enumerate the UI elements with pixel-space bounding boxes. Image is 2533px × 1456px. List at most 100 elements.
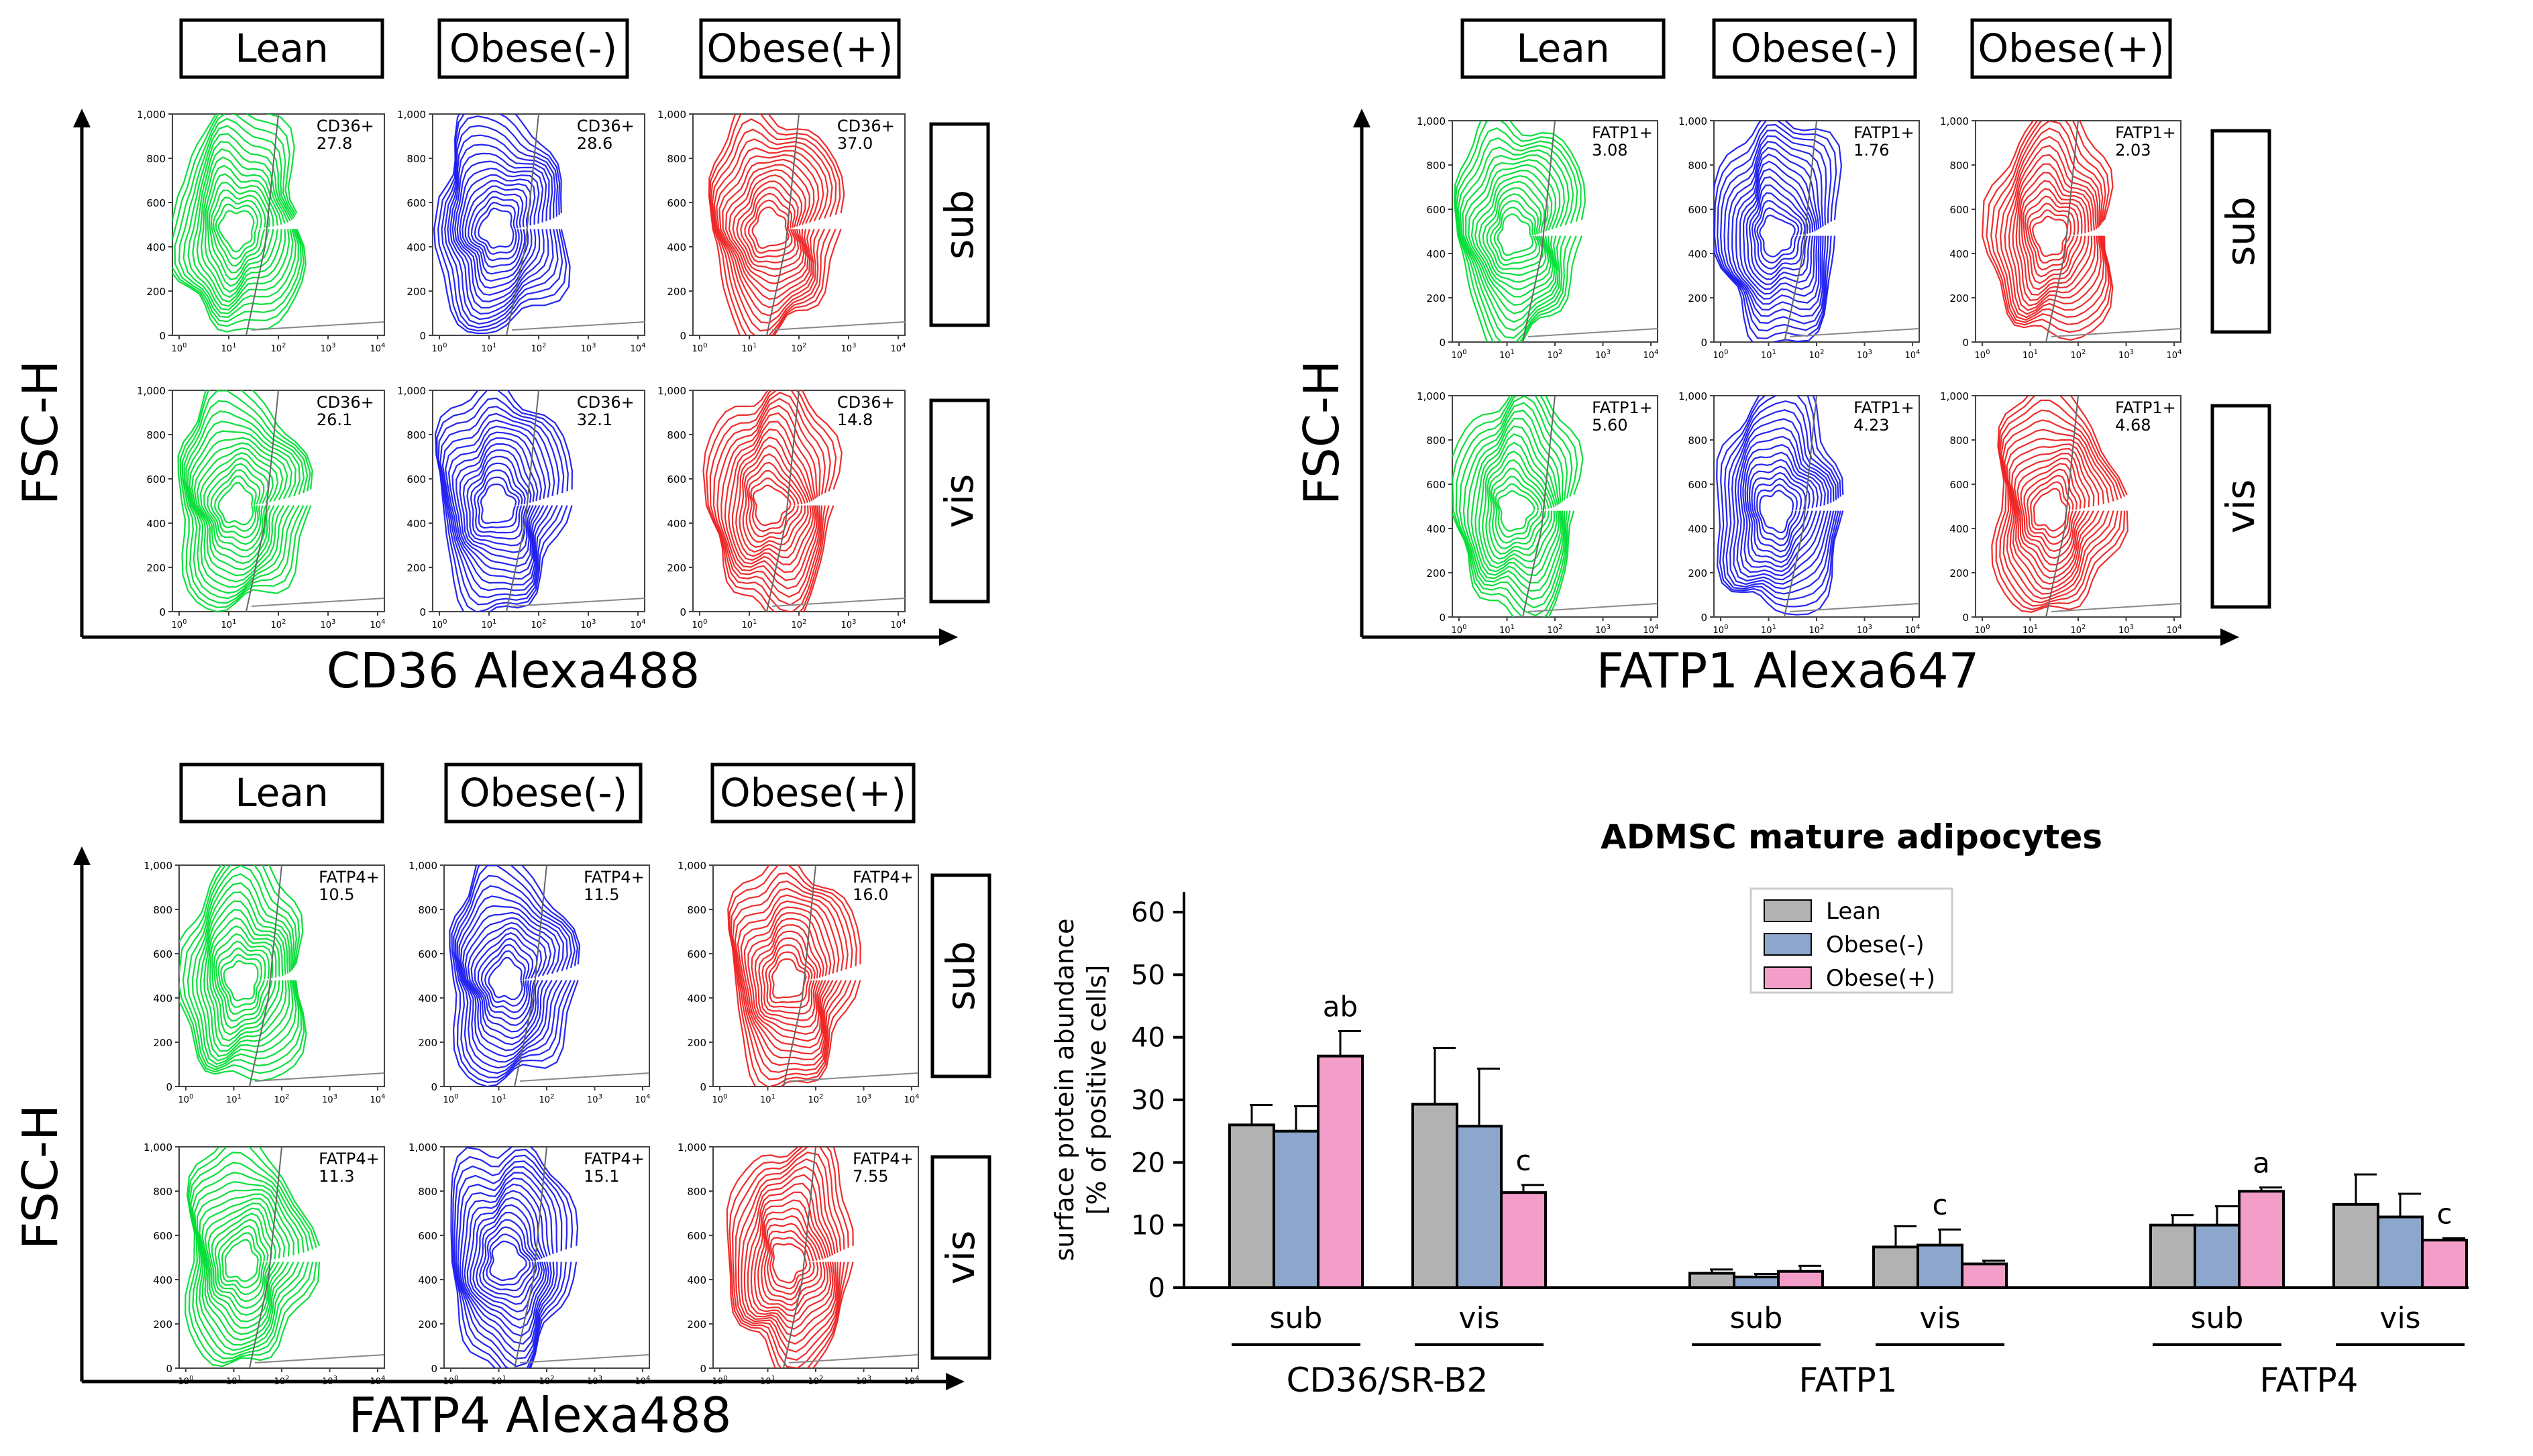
x-axis-title: FATP4 Alexa488	[348, 1387, 731, 1443]
gate-label: FATP4+	[319, 868, 380, 887]
gate-baseline	[511, 321, 645, 331]
x-tick-label: 104	[370, 618, 386, 630]
y-arrowhead	[73, 109, 91, 127]
legend-swatch	[1764, 933, 1812, 956]
x-tick-label: 104	[1643, 624, 1659, 636]
x-tick-label: 103	[2118, 624, 2134, 636]
x-tick-label: 102	[1809, 624, 1825, 636]
x-tick-label: 104	[635, 1093, 651, 1105]
y-tick-label: 0	[166, 1081, 172, 1093]
bar	[1733, 1276, 1780, 1289]
y-axis-title: FSC-H	[12, 360, 68, 505]
x-tick-label: 104	[2167, 624, 2182, 636]
group-label-box	[444, 763, 643, 824]
y-tick-label: 600	[1426, 204, 1446, 216]
gate-percentage: 27.8	[317, 134, 352, 153]
y-arrowhead	[1353, 109, 1370, 127]
bar-y-tick-label: 0	[1148, 1273, 1165, 1304]
y-tick-label: 600	[146, 473, 166, 486]
y-tick-label: 600	[1949, 479, 1969, 491]
x-tick-label: 100	[692, 618, 708, 630]
gate-line	[783, 864, 816, 1087]
x-tick-label: 101	[226, 1093, 241, 1105]
y-tick-label: 600	[1688, 479, 1707, 491]
gate-label: FATP1+	[2115, 398, 2176, 417]
x-tick-label: 103	[2118, 349, 2134, 361]
x-tick-label: 103	[321, 618, 336, 630]
x-tick-label: 100	[1452, 624, 1467, 636]
y-tick-label: 800	[146, 429, 166, 441]
row-label: sub	[936, 190, 982, 260]
group-label: Lean	[235, 770, 328, 816]
gate-label: FATP4+	[853, 1150, 914, 1168]
y-tick-label: 800	[687, 1186, 706, 1198]
group-label-box	[179, 763, 384, 824]
x-tick-label: 101	[482, 618, 497, 630]
bar	[1456, 1125, 1503, 1289]
y-tick-label: 1,000	[137, 385, 166, 397]
x-tick-label: 100	[1713, 349, 1729, 361]
contour-cloud	[184, 1147, 321, 1367]
x-tick-label: 103	[1857, 624, 1872, 636]
x-arrowhead	[946, 1373, 965, 1390]
row-label-box	[930, 1155, 991, 1360]
x-tick-label: 103	[856, 1093, 871, 1105]
gate-baseline	[771, 598, 906, 607]
y-tick-label: 400	[1426, 248, 1446, 260]
contour-cloud	[179, 865, 307, 1082]
gate-baseline	[1527, 328, 1658, 337]
gate-percentage: 37.0	[837, 134, 873, 153]
x-tick-label: 101	[221, 342, 237, 354]
x-tick-label: 104	[1905, 624, 1921, 636]
legend-swatch	[1764, 966, 1812, 989]
y-tick-label: 0	[419, 330, 426, 342]
gate-percentage: 26.1	[317, 410, 352, 429]
contour-cloud	[449, 865, 581, 1086]
gate-label: FATP1+	[1592, 123, 1653, 142]
y-tick-label: 800	[1688, 160, 1707, 172]
gate-label: FATP4+	[319, 1150, 380, 1168]
bar-y-label-line2: [% of positive cells]	[1082, 965, 1112, 1215]
legend-label: Lean	[1826, 898, 1881, 925]
x-tick-label: 103	[322, 1375, 337, 1387]
y-tick-label: 0	[1962, 612, 1969, 624]
bar-y-tick-label: 60	[1131, 897, 1165, 928]
flow-cytometry-panels: Lean Obese(-) Obese(+) sub vis CD36 Alexa488 F…	[12, 18, 2271, 1443]
x-tick-label: 100	[443, 1093, 459, 1105]
group-label: Obese(-)	[449, 25, 617, 71]
y-tick-label: 800	[667, 429, 686, 441]
x-tick-label: 104	[1643, 349, 1659, 361]
significance-label: ab	[1323, 990, 1358, 1023]
y-tick-label: 400	[407, 518, 426, 530]
gate-line	[514, 1146, 547, 1369]
group-label: Lean	[1516, 25, 1609, 71]
x-tick-label: 103	[581, 618, 596, 630]
gate-percentage: 4.23	[1853, 416, 1889, 435]
bar-y-tick-label: 10	[1131, 1211, 1165, 1241]
gate-baseline	[1789, 328, 1920, 337]
y-tick-label: 0	[1439, 612, 1446, 624]
x-tick-label: 102	[792, 342, 807, 354]
y-tick-label: 200	[146, 562, 166, 574]
x-tick-label: 101	[226, 1375, 241, 1387]
x-tick-label: 100	[432, 342, 447, 354]
bar-subgroup: c vis	[2332, 1173, 2468, 1346]
bar	[1228, 1123, 1275, 1290]
bar	[1500, 1191, 1547, 1289]
flow-subplot: 1,000 800 600 400 200 0 100 101 102 103 104 CD36+14…	[657, 385, 906, 630]
x-tick-label: 100	[1713, 624, 1729, 636]
y-tick-label: 1,000	[1940, 115, 1969, 127]
gate-label: CD36+	[837, 117, 895, 135]
flow-subplot: 1,000 800 600 400 200 0 100 101 102 103 104 CD36+26…	[137, 385, 386, 630]
group-category-label: FATP4	[2260, 1361, 2359, 1400]
gate-label: CD36+	[837, 393, 895, 412]
gate-line	[2045, 395, 2079, 618]
bar	[1411, 1103, 1458, 1289]
subcategory-label: vis	[1458, 1301, 1499, 1335]
y-tick-label: 1,000	[397, 385, 426, 397]
x-tick-label: 103	[841, 618, 857, 630]
y-tick-label: 1,000	[678, 1141, 706, 1154]
x-tick-label: 103	[587, 1093, 602, 1105]
bar	[1872, 1245, 1919, 1290]
flow-panel-fatp1: Lean Obese(-) Obese(+) sub vis FATP1 Alexa647…	[1293, 18, 2271, 699]
